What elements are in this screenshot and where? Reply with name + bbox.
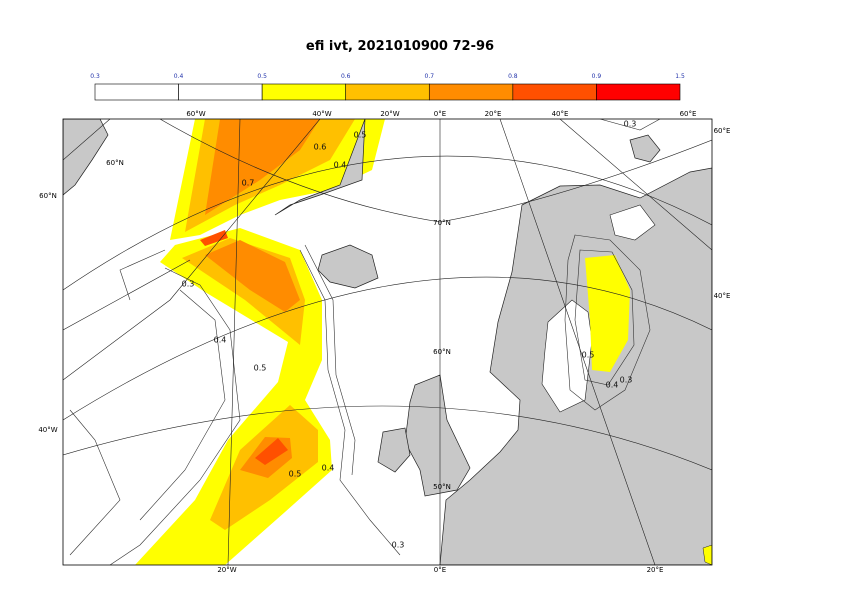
- contour: [109, 249, 241, 565]
- sea: [609, 204, 656, 241]
- contour: [304, 244, 356, 476]
- contour-label: 0.4: [334, 161, 347, 170]
- contour-label: 0.5: [289, 470, 302, 479]
- side-label: 60°E: [714, 127, 731, 135]
- colorbar-segment: [345, 83, 430, 101]
- latitude-label: 70°N: [433, 219, 451, 227]
- colorbar-segment: [94, 83, 179, 101]
- map-area: [63, 119, 712, 565]
- longitude-label: 0°E: [434, 110, 446, 118]
- contour-label: 0.6: [314, 143, 327, 152]
- longitude-label: 20°E: [647, 566, 664, 574]
- map-title: efi ivt, 2021010900 72-96: [306, 39, 494, 54]
- contour: [139, 289, 226, 521]
- longitude-label: 0°E: [434, 566, 446, 574]
- graticule: [63, 276, 712, 421]
- colorbar-tick-label: 0.3: [90, 73, 100, 80]
- colorbar-segment: [428, 83, 514, 101]
- colorbar-tick-label: 0.8: [508, 73, 518, 80]
- colorbar-tick-label: 0.5: [257, 73, 267, 80]
- side-label: 60°N: [39, 192, 57, 200]
- latitude-label: 60°N: [106, 159, 124, 167]
- contour: [564, 234, 651, 411]
- contour-label: 0.5: [354, 131, 367, 140]
- longitude-label: 20°E: [485, 110, 502, 118]
- side-label: 40°W: [38, 426, 57, 434]
- side-label: 40°E: [714, 292, 731, 300]
- contour: [599, 119, 661, 131]
- contour-label: 0.3: [392, 541, 405, 550]
- colorbar-segment: [261, 83, 347, 101]
- colorbar-segment: [512, 83, 597, 101]
- latitude-label: 60°N: [433, 348, 451, 356]
- latitude-label: 50°N: [433, 483, 451, 491]
- longitude-label: 20°W: [217, 566, 236, 574]
- colorbar-tick-label: 0.7: [425, 73, 435, 80]
- contour-label: 0.3: [620, 376, 633, 385]
- sea: [541, 299, 593, 413]
- map-frame: [62, 118, 713, 566]
- efi-field: [200, 230, 288, 465]
- land: [63, 119, 109, 196]
- efi-field: [702, 544, 712, 565]
- colorbar: 0.3 0.4 0.5 0.6 0.7 0.8 0.9 1.5: [90, 73, 685, 101]
- contour-label: 0.5: [582, 351, 595, 360]
- land: [317, 244, 379, 289]
- map-labels: 60°W 40°W 20°W 0°E 20°E 40°E 60°E 20°W 0°E 20°E 60…: [38, 110, 730, 574]
- colorbar-tick-label: 0.9: [592, 73, 602, 80]
- contour-label: 0.4: [322, 464, 335, 473]
- longitude-label: 40°E: [552, 110, 569, 118]
- graticule: [63, 405, 712, 471]
- contour: [574, 249, 635, 386]
- colorbar-tick-label: 0.6: [341, 73, 351, 80]
- efi-field: [585, 255, 630, 372]
- contour-label: 0.4: [214, 336, 227, 345]
- colorbar-segment: [178, 83, 263, 101]
- land: [274, 119, 366, 216]
- contour-label: 0.3: [624, 120, 637, 129]
- colorbar-tick-label: 0.4: [174, 73, 184, 80]
- longitude-label: 20°W: [380, 110, 399, 118]
- colorbar-segment: [596, 83, 681, 101]
- longitude-label: 60°W: [186, 110, 205, 118]
- graticule: [63, 155, 712, 291]
- contour-label: 0.4: [606, 381, 619, 390]
- contour-label: 0.7: [242, 179, 255, 188]
- efi-field: [205, 240, 300, 478]
- contour: [69, 409, 121, 556]
- colorbar-tick-label: 1.5: [675, 73, 685, 80]
- land: [377, 427, 411, 473]
- land: [404, 374, 471, 497]
- graticule: [63, 119, 712, 565]
- longitude-label: 40°W: [312, 110, 331, 118]
- longitude-label: 60°E: [680, 110, 697, 118]
- efi-field: [205, 119, 320, 215]
- land: [629, 134, 661, 163]
- contour-label: 0.5: [254, 364, 267, 373]
- contour-label: 0.3: [182, 280, 195, 289]
